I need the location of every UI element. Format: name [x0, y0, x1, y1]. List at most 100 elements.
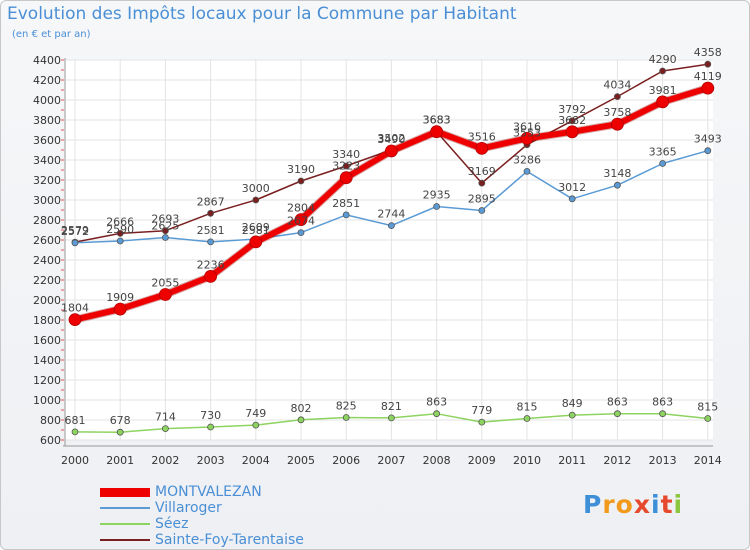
data-point [68, 313, 82, 327]
data-point [252, 421, 260, 429]
data-point [704, 415, 712, 422]
x-tick-label: 2008 [423, 454, 451, 467]
y-tick-label: 1200 [33, 374, 61, 387]
data-label: 1804 [61, 302, 89, 315]
data-point [252, 196, 260, 204]
data-point [433, 410, 441, 418]
data-label: 815 [517, 401, 538, 414]
chart-legend: MONTVALEZAN Villaroger Séez Sainte-Foy-Tare… [100, 484, 304, 548]
data-label: 2581 [242, 224, 270, 237]
chart-subtitle: (en € et par an) [12, 29, 91, 40]
legend-swatch [100, 539, 150, 541]
data-label: 4290 [649, 53, 677, 66]
data-label: 3683 [423, 114, 451, 127]
y-tick-label: 2200 [33, 274, 61, 287]
data-point [158, 288, 172, 301]
legend-swatch [100, 487, 150, 497]
data-label: 3792 [558, 103, 586, 116]
data-point [523, 167, 531, 175]
data-label: 779 [471, 404, 492, 417]
y-tick-label: 2400 [33, 254, 61, 267]
legend-item: Séez [100, 516, 304, 532]
data-point [387, 414, 395, 422]
logo-letter: o [615, 490, 634, 519]
chart-title: Evolution des Impôts locaux pour la Comm… [7, 4, 517, 24]
data-point [478, 418, 486, 426]
logo-letter: i [651, 490, 661, 519]
data-label: 2935 [423, 189, 451, 202]
data-point [614, 93, 621, 100]
legend-item: Sainte-Foy-Tarentaise [100, 532, 304, 548]
data-label: 2572 [61, 225, 89, 238]
data-point [161, 425, 169, 433]
legend-item: Villaroger [100, 500, 304, 516]
y-tick-label: 2000 [33, 294, 61, 307]
data-point [568, 411, 576, 419]
data-point [475, 141, 489, 155]
data-point [249, 235, 263, 249]
y-tick-label: 4000 [33, 94, 61, 107]
data-label: 3169 [468, 165, 496, 178]
logo-letter: r [602, 490, 616, 519]
data-point [297, 416, 305, 424]
x-tick-label: 2010 [513, 454, 541, 467]
data-point [113, 302, 127, 316]
data-label: 3553 [513, 127, 541, 140]
data-point [71, 428, 79, 436]
data-point [161, 227, 169, 235]
data-point [387, 222, 395, 230]
x-tick-label: 2006 [332, 454, 360, 467]
x-tick-label: 2003 [197, 454, 225, 467]
data-label: 678 [110, 414, 131, 427]
x-tick-label: 2009 [468, 454, 496, 467]
data-point [384, 144, 398, 158]
data-label: 2666 [106, 215, 134, 228]
data-label: 2609 [242, 221, 270, 234]
data-point [116, 229, 124, 237]
data-point [161, 234, 169, 241]
data-label: 2895 [468, 193, 496, 206]
data-label: 4119 [694, 70, 722, 83]
data-label: 2674 [287, 215, 315, 228]
data-point [659, 67, 666, 75]
legend-label: MONTVALEZAN [155, 484, 262, 500]
data-label: 3683 [423, 114, 451, 127]
data-point [207, 238, 215, 246]
x-tick-label: 2000 [61, 454, 89, 467]
data-label: 2744 [377, 208, 405, 221]
data-label: 2851 [332, 197, 360, 210]
data-label: 3490 [377, 133, 405, 146]
data-point [71, 239, 79, 247]
data-point [614, 410, 621, 418]
data-point [478, 179, 486, 187]
data-label: 3516 [468, 130, 496, 143]
data-label: 681 [65, 414, 86, 427]
data-point [204, 269, 218, 283]
x-tick-label: 2007 [377, 454, 405, 467]
legend-label: Séez [155, 516, 189, 532]
data-label: 821 [381, 400, 402, 413]
legend-label: Sainte-Foy-Tarentaise [155, 532, 304, 548]
data-label: 863 [426, 396, 447, 409]
data-label: 2693 [151, 213, 179, 226]
x-tick-label: 2001 [106, 454, 134, 467]
data-label: 849 [562, 397, 583, 410]
data-label: 3502 [377, 132, 405, 145]
data-point [611, 117, 624, 131]
y-tick-label: 3200 [33, 174, 61, 187]
data-label: 2804 [287, 202, 315, 215]
data-label: 4358 [694, 46, 722, 59]
data-point [659, 410, 666, 418]
data-label: 3340 [332, 148, 360, 161]
data-point [294, 213, 308, 227]
data-point [704, 147, 712, 155]
data-label: 3148 [603, 167, 631, 180]
data-point [656, 95, 669, 109]
logo-letter: i [673, 490, 684, 519]
legend-label: Villaroger [155, 500, 222, 516]
legend-item: MONTVALEZAN [100, 484, 304, 500]
data-label: 2236 [197, 258, 225, 271]
data-label: 3286 [513, 153, 541, 166]
data-label: 2579 [61, 224, 89, 237]
data-point [297, 177, 305, 185]
